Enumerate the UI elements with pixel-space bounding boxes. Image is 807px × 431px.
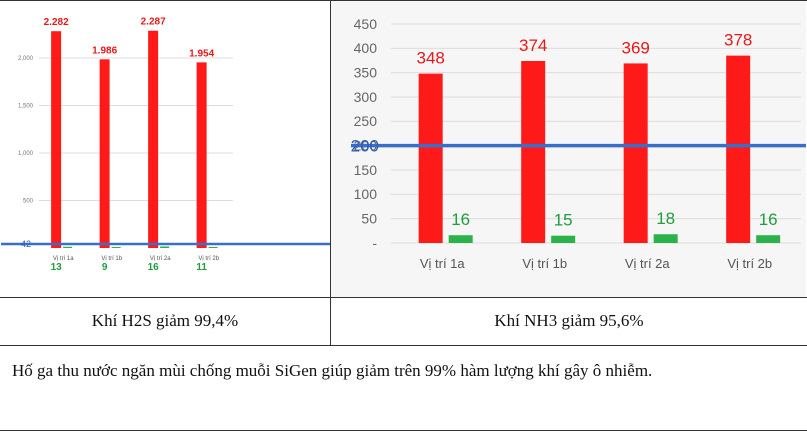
green-value-label: 15 [554, 211, 573, 230]
green-bar [208, 246, 218, 248]
green-bar [756, 235, 781, 243]
chart-background [1, 1, 330, 297]
green-bar [551, 235, 576, 243]
green-bar [448, 235, 473, 243]
red-bar [148, 30, 159, 248]
green-value-label: 16 [148, 262, 160, 273]
red-value-label: 378 [724, 31, 752, 50]
y-tick-label: 350 [354, 65, 378, 81]
red-value-label: 348 [416, 49, 444, 68]
y-tick-label: 2,000 [18, 56, 34, 62]
x-category-label: Vị trí 2a [150, 256, 171, 262]
red-bar [196, 62, 207, 249]
red-value-label: 1.954 [189, 48, 214, 59]
red-value-label: 369 [621, 38, 649, 57]
y-tick-label: 300 [354, 89, 378, 105]
green-value-label: 13 [51, 262, 63, 273]
green-bar [160, 246, 170, 248]
x-category-label: Vị trí 2b [727, 256, 772, 271]
red-value-label: 374 [519, 36, 547, 55]
x-category-label: Vị trí 2b [198, 256, 219, 262]
x-category-label: Vị trí 1b [522, 256, 567, 271]
red-value-label: 2.282 [44, 17, 69, 28]
figure-note: Hố ga thu nước ngăn mùi chống muỗi SiGen… [12, 361, 653, 380]
h2s-caption: Khí H2S giảm 99,4% [91, 311, 239, 330]
green-value-label: 16 [451, 210, 470, 229]
green-value-label: 16 [759, 210, 778, 229]
table-divider-row1 [0, 297, 807, 298]
y-tick-label: 100 [354, 186, 378, 202]
red-bar [418, 73, 443, 243]
red-value-label: 2.287 [141, 17, 166, 28]
x-category-label: Vị trí 1a [420, 256, 466, 271]
red-value-label: 1.986 [92, 45, 117, 56]
y-tick-label: 1,500 [18, 104, 34, 110]
red-bar [521, 60, 546, 244]
green-bar [63, 246, 73, 248]
reference-line-label: 200 [351, 137, 379, 156]
table-divider-row2 [0, 345, 807, 346]
y-tick-label: - [372, 235, 377, 251]
y-tick-label: 450 [354, 16, 378, 32]
red-bar [51, 31, 62, 249]
y-tick-label: 250 [354, 113, 378, 129]
red-bar [726, 55, 751, 244]
x-category-label: Vị trí 2a [625, 256, 671, 271]
y-tick-label: 400 [354, 40, 378, 56]
reference-line-label: 42 [21, 239, 31, 249]
green-value-label: 11 [196, 262, 207, 273]
green-bar [111, 247, 121, 248]
nh3-chart: 450 400 350 300 250 200 150 100 50 - 348 16 Vị trí 1… [331, 1, 806, 297]
x-category-label: Vị trí 1a [53, 256, 74, 262]
green-bar [653, 234, 678, 243]
y-tick-label: 500 [23, 199, 34, 205]
nh3-caption: Khí NH3 giảm 95,6% [494, 311, 644, 330]
green-value-label: 18 [656, 209, 675, 228]
green-value-label: 9 [102, 262, 108, 273]
y-tick-label: 50 [361, 211, 377, 227]
table-border-top [0, 0, 807, 1]
x-category-label: Vị trí 1b [101, 256, 122, 262]
table-divider-vertical [330, 0, 331, 345]
red-bar [99, 59, 110, 248]
y-tick-label: 150 [354, 162, 378, 178]
y-tick-label: 1,000 [18, 151, 34, 157]
red-bar [623, 63, 648, 243]
